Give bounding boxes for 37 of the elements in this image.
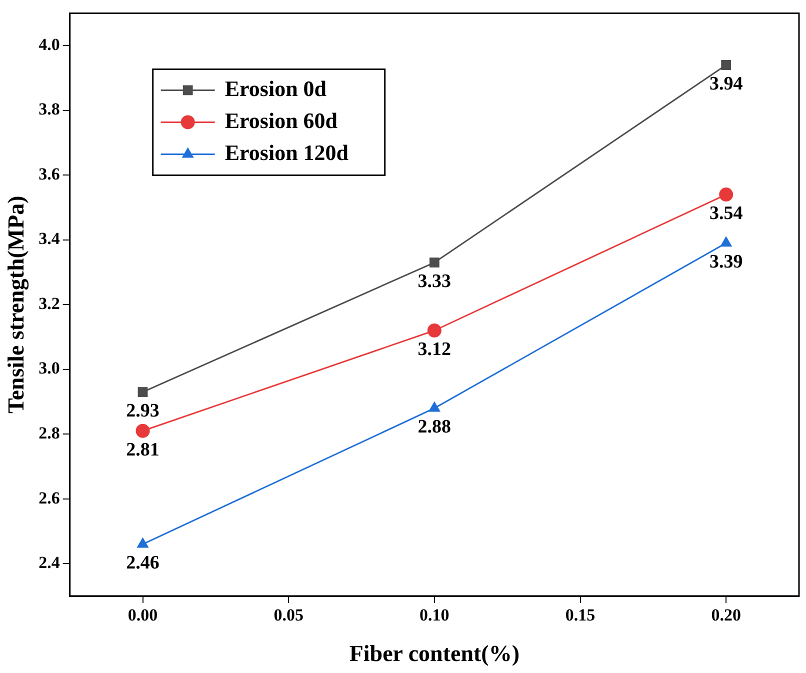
- y-tick-label: 3.2: [38, 294, 60, 313]
- y-tick-label: 3.8: [38, 100, 60, 119]
- point: [719, 188, 734, 202]
- y-axis-title: Tensile strength(MPa): [4, 196, 30, 414]
- point: [427, 324, 442, 338]
- data-label: 2.88: [418, 416, 452, 438]
- point: [136, 424, 150, 438]
- point: [720, 236, 732, 247]
- y-tick-label: 3.6: [38, 164, 60, 184]
- point: [136, 537, 149, 548]
- data-label: 3.54: [709, 202, 744, 224]
- y-tick-label: 2.4: [38, 553, 60, 572]
- point: [721, 60, 732, 70]
- legend-label: Erosion 0d: [224, 76, 327, 101]
- data-label: 3.39: [709, 251, 743, 272]
- data-label: 2.46: [126, 552, 160, 574]
- y-tick-label: 3.0: [38, 358, 60, 378]
- y-tick-label: 4.0: [38, 34, 60, 54]
- y-tick-label: 3.4: [38, 229, 60, 248]
- x-tick-label: 0.20: [711, 606, 741, 625]
- x-tick-label: 0.15: [565, 606, 596, 625]
- data-label: 2.93: [126, 400, 160, 422]
- x-tick-label: 0.05: [274, 606, 304, 625]
- legend-label: Erosion 60d: [224, 108, 338, 133]
- x-tick-label: 0.10: [420, 606, 450, 625]
- y-tick-label: 2.6: [38, 488, 60, 508]
- x-axis-title: Fiber content(%): [349, 641, 520, 666]
- x-tick-label: 0.00: [128, 606, 158, 625]
- data-label: 3.33: [418, 270, 452, 292]
- point: [428, 401, 440, 412]
- point: [429, 258, 440, 268]
- data-label: 3.94: [709, 73, 744, 94]
- data-label: 3.12: [418, 338, 452, 360]
- y-tick-label: 2.8: [38, 424, 60, 442]
- legend-label: Erosion 120d: [224, 140, 349, 165]
- point: [138, 387, 148, 397]
- data-label: 2.81: [126, 439, 160, 460]
